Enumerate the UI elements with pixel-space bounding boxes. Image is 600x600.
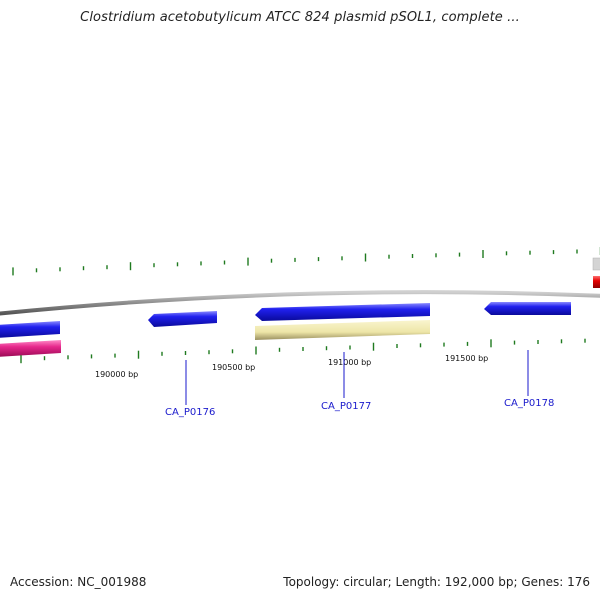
position-label-190000: 190000 bp [95, 370, 138, 379]
accession-text: Accession: NC_001988 [10, 575, 147, 589]
position-label-191500: 191500 bp [445, 354, 488, 363]
position-label-191000: 191000 bp [328, 358, 371, 367]
feature-pink-left[interactable] [0, 340, 61, 357]
outer-tick-ring [12, 247, 600, 276]
feature-yellow-ca-p0177[interactable] [255, 320, 430, 340]
gene-arrow-ca-p0177[interactable] [255, 303, 430, 321]
feature-gray-edge[interactable] [592, 257, 600, 271]
position-label-190500: 190500 bp [212, 363, 255, 372]
feature-red-edge[interactable] [593, 276, 600, 288]
gene-label-ca-p0176[interactable]: CA_P0176 [165, 407, 215, 418]
map-title: Clostridium acetobutylicum ATCC 824 plas… [80, 10, 520, 25]
gene-label-ca-p0178[interactable]: CA_P0178 [504, 398, 554, 409]
inner-tick-ring [20, 338, 586, 364]
gene-arrow-ca-p0176[interactable] [148, 311, 217, 327]
plasmid-backbone [0, 290, 600, 316]
gene-arrow-ca-p0178[interactable] [484, 302, 571, 315]
topology-summary: Topology: circular; Length: 192,000 bp; … [283, 575, 590, 589]
gene-block-left[interactable] [0, 321, 60, 338]
gene-label-ca-p0177[interactable]: CA_P0177 [321, 401, 371, 412]
